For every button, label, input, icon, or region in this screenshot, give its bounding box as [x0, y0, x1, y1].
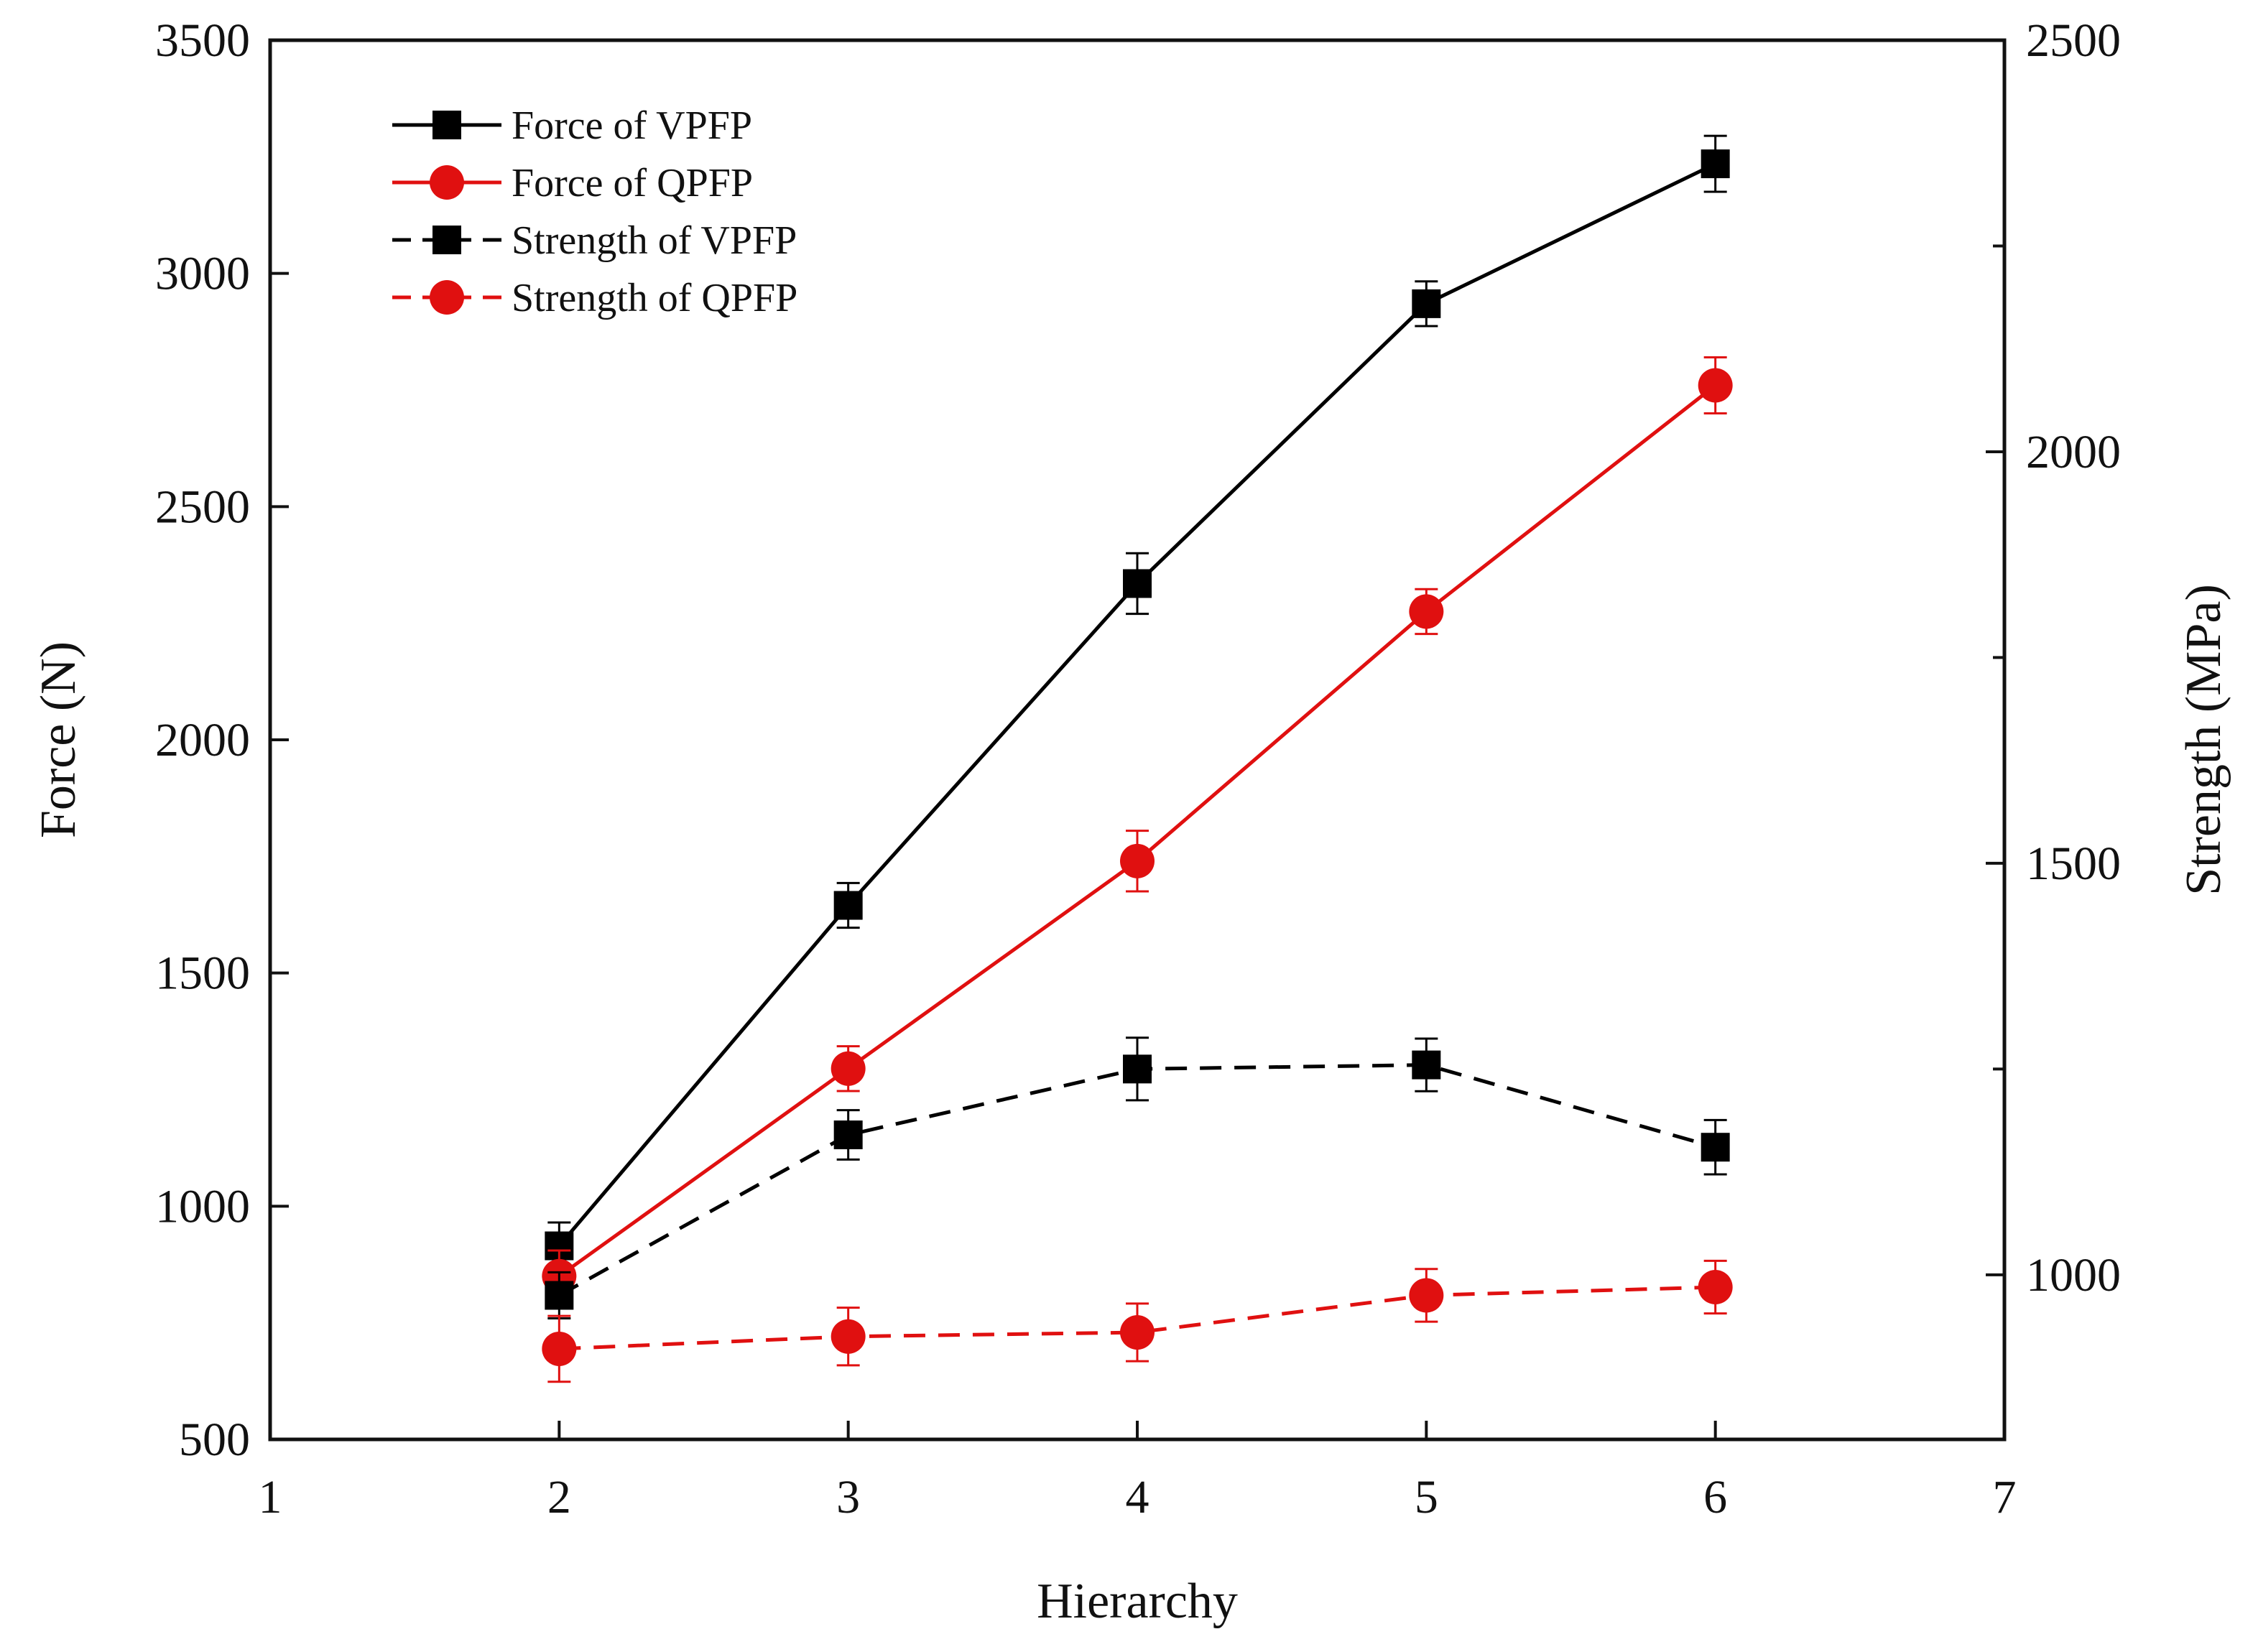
- series-4: [542, 1259, 1733, 1383]
- left-axis-tick-label: 500: [179, 1414, 250, 1466]
- left-axis-tick-label: 3000: [155, 248, 250, 300]
- legend-label: Force of QPFP: [512, 161, 753, 205]
- x-axis-tick-label: 6: [1703, 1471, 1727, 1523]
- data-point: [833, 1120, 863, 1150]
- legend-marker: [432, 111, 461, 139]
- series-layer: [542, 134, 1733, 1383]
- data-point: [545, 1281, 574, 1310]
- legend-entry: Force of QPFP: [392, 161, 753, 205]
- right-axis: 1000 1500 2000 2500: [1986, 14, 2121, 1301]
- legend-entry: Force of VPFP: [392, 103, 752, 148]
- data-point: [831, 1319, 866, 1354]
- x-axis-tick-label: 2: [547, 1471, 571, 1523]
- data-point: [1120, 1315, 1155, 1350]
- x-axis: 1 2 3 4 5 6 7: [259, 1421, 2017, 1523]
- right-axis-tick-label: 2000: [2026, 426, 2121, 478]
- data-point: [1701, 149, 1730, 179]
- data-point: [1698, 368, 1733, 403]
- data-point: [831, 1051, 866, 1086]
- series-2: [542, 356, 1733, 1303]
- x-axis-tick-label: 4: [1126, 1471, 1149, 1523]
- x-axis-title: Hierarchy: [1037, 1574, 1238, 1629]
- data-point: [833, 891, 863, 920]
- data-point: [1409, 1278, 1444, 1313]
- legend: Force of VPFP Force of QPFP Strength of VP…: [392, 103, 797, 320]
- left-axis-tick-label: 2500: [155, 481, 250, 533]
- series-1: [545, 134, 1730, 1271]
- right-axis-tick-label: 1500: [2026, 837, 2121, 890]
- legend-label: Strength of QPFP: [512, 276, 797, 320]
- legend-marker: [430, 165, 464, 200]
- x-axis-tick-label: 5: [1415, 1471, 1438, 1523]
- legend-entry: Strength of QPFP: [392, 276, 797, 320]
- data-point: [1698, 1270, 1733, 1305]
- x-axis-tick-label: 3: [836, 1471, 860, 1523]
- left-axis: 500 1000 1500 2000 2500 3000 3500: [155, 14, 289, 1466]
- right-axis-tick-label: 1000: [2026, 1249, 2121, 1301]
- right-axis-title: Strength (MPa): [2176, 584, 2231, 896]
- series-line: [559, 1285, 1716, 1351]
- left-axis-title: Force (N): [31, 641, 86, 838]
- left-axis-tick-label: 3500: [155, 14, 250, 67]
- legend-label: Strength of VPFP: [512, 218, 797, 263]
- left-axis-tick-label: 1000: [155, 1180, 250, 1233]
- left-axis-tick-label: 2000: [155, 714, 250, 766]
- data-point: [1120, 843, 1155, 878]
- data-point: [1701, 1133, 1730, 1162]
- x-axis-tick-label: 7: [1993, 1471, 2017, 1523]
- data-point: [1412, 1050, 1441, 1080]
- x-axis-tick-label: 1: [259, 1471, 282, 1523]
- data-point: [542, 1331, 577, 1366]
- data-point: [1409, 594, 1444, 629]
- right-axis-tick-label: 2500: [2026, 14, 2121, 67]
- series-3: [545, 1036, 1730, 1320]
- data-point: [1412, 289, 1441, 318]
- data-point: [1123, 1054, 1152, 1084]
- data-point: [1123, 569, 1152, 598]
- legend-marker: [432, 226, 461, 254]
- legend-label: Force of VPFP: [512, 103, 752, 148]
- legend-entry: Strength of VPFP: [392, 218, 797, 263]
- legend-marker: [430, 280, 464, 315]
- left-axis-tick-label: 1500: [155, 947, 250, 1000]
